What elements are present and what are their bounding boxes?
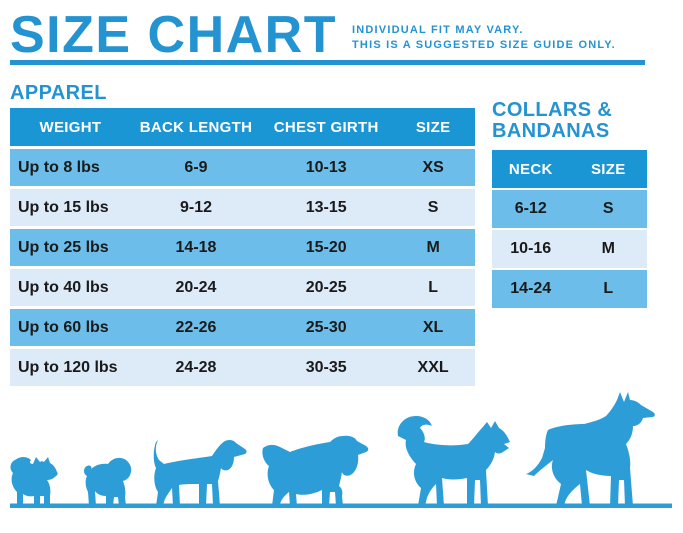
collars-bandanas-heading: COLLARS & BANDANAS [492,100,612,142]
collars-heading-line1: COLLARS & [492,99,613,121]
disclaimer-line2: THIS IS A SUGGESTED SIZE GUIDE ONLY. [352,39,616,51]
size-cell: M [601,240,615,257]
table-row: 6-12 S [492,190,647,228]
apparel-heading: APPAREL [10,82,107,104]
size-cell: XS [422,158,444,176]
disclaimer-line1: INDIVIDUAL FIT MAY VARY. [352,24,524,36]
dog-size-illustration [10,392,672,508]
size-cell: L [428,278,438,296]
weight-cell: Up to 8 lbs [18,158,100,176]
table-row: Up to 40 lbs 20-24 20-25 L [10,269,475,306]
size-cell: S [602,200,614,217]
pomeranian-silhouette-icon [10,457,58,506]
weight-cell: Up to 120 lbs [18,358,118,376]
column-header-size: SIZE [590,160,626,178]
header-underline [10,60,645,65]
size-cell: S [427,198,439,216]
disclaimer: INDIVIDUAL FIT MAY VARY. THIS IS A SUGGE… [352,23,616,53]
column-header-back-length: BACK LENGTH [139,118,253,136]
column-header-weight: WEIGHT [39,118,102,136]
size-cell: XL [422,318,444,336]
collars-header-row: NECK SIZE [492,150,647,188]
back-length-cell: 22-26 [175,318,217,336]
table-row: 14-24 L [492,270,647,308]
back-length-cell: 9-12 [179,198,212,216]
back-length-cell: 20-24 [175,278,217,296]
chest-girth-cell: 30-35 [305,358,347,376]
size-cell: L [603,280,614,297]
collars-table: NECK SIZE 6-12 S 10-16 M 14-24 L [492,150,647,310]
weight-cell: Up to 15 lbs [18,198,109,216]
chest-girth-cell: 20-25 [305,278,347,296]
table-row: Up to 60 lbs 22-26 25-30 XL [10,309,475,346]
apparel-header-row: WEIGHT BACK LENGTH CHEST GIRTH SIZE [10,108,475,146]
pug-silhouette-icon [84,457,132,506]
page-title: SIZE CHART [10,6,337,64]
table-row: Up to 15 lbs 9-12 13-15 S [10,189,475,226]
table-row: Up to 8 lbs 6-9 10-13 XS [10,149,475,186]
husky-silhouette-icon [397,416,510,506]
column-header-neck: NECK [508,160,553,178]
chest-girth-cell: 15-20 [305,238,347,256]
apparel-table: WEIGHT BACK LENGTH CHEST GIRTH SIZE Up t… [10,108,475,389]
cocker-spaniel-silhouette-icon [262,435,369,506]
size-cell: M [426,238,440,256]
great-dane-silhouette-icon [526,392,655,506]
weight-cell: Up to 25 lbs [18,238,109,256]
collars-heading-line2: BANDANAS [492,120,610,142]
chest-girth-cell: 25-30 [305,318,347,336]
table-row: Up to 25 lbs 14-18 15-20 M [10,229,475,266]
neck-cell: 10-16 [510,240,552,257]
chest-girth-cell: 10-13 [305,158,347,176]
weight-cell: Up to 40 lbs [18,278,109,296]
column-header-size: SIZE [415,118,451,136]
back-length-cell: 24-28 [175,358,217,376]
neck-cell: 14-24 [510,280,552,297]
column-header-chest-girth: CHEST GIRTH [273,118,379,136]
size-cell: XXL [417,358,449,376]
back-length-cell: 14-18 [175,238,217,256]
table-row: 10-16 M [492,230,647,268]
back-length-cell: 6-9 [184,158,208,176]
table-row: Up to 120 lbs 24-28 30-35 XXL [10,349,475,386]
neck-cell: 6-12 [514,200,547,217]
weight-cell: Up to 60 lbs [18,318,109,336]
chest-girth-cell: 13-15 [305,198,347,216]
beagle-silhouette-icon [153,439,247,506]
